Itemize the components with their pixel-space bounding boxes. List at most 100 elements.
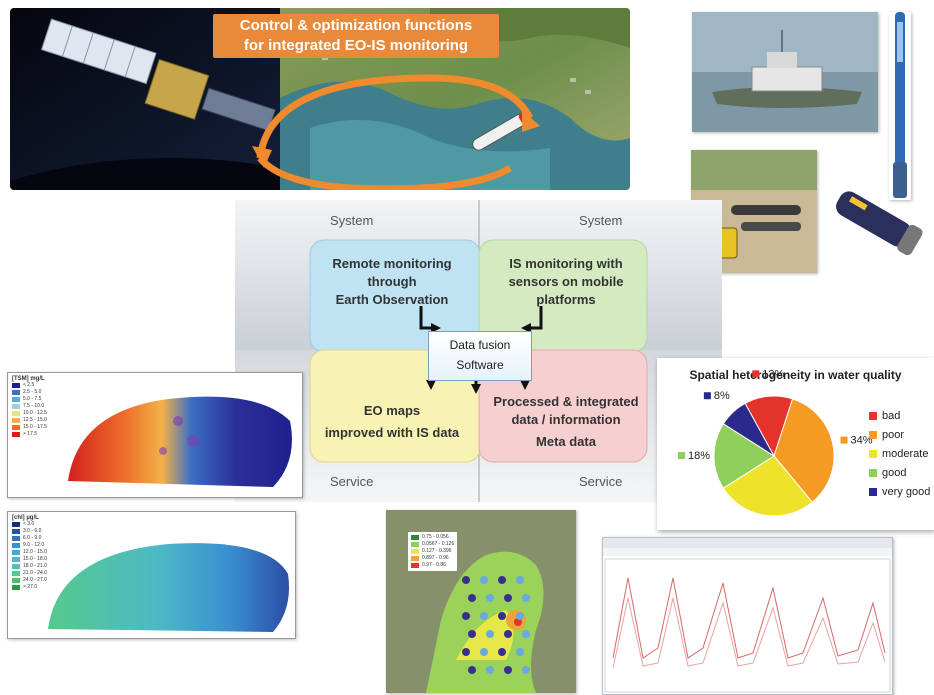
legend-swatch <box>869 487 877 496</box>
banner-line-1: Control & optimization functions <box>239 17 473 34</box>
tsm-legend-swatch <box>12 383 20 388</box>
chl-legend-item: 24.0 - 27.0 <box>12 577 47 584</box>
system-label-left: System <box>330 213 374 228</box>
service-label-right: Service <box>579 474 623 489</box>
data-label: 18% <box>688 450 710 462</box>
lake-legend-label: 0.897 - 0.96 <box>422 555 449 561</box>
chl-legend-label: 12.0 - 15.0 <box>23 549 47 555</box>
chl-legend-swatch <box>12 550 20 555</box>
chart-legend: bad poor moderate good very good <box>869 406 930 501</box>
legend-swatch <box>869 468 877 477</box>
sampling-point <box>486 666 494 674</box>
lake-legend-swatch <box>411 549 419 554</box>
tsm-legend-item: 7.5 - 10.0 <box>12 403 47 410</box>
lake-legend-swatch <box>411 542 419 547</box>
title-banner: Control & optimization functions for int… <box>213 14 499 58</box>
tsm-legend-swatch <box>12 418 20 423</box>
tsm-legend-item: > 17.5 <box>12 431 47 438</box>
sampling-point <box>486 594 494 602</box>
sampling-point <box>462 576 470 584</box>
data-label-marker <box>703 392 711 400</box>
lake-legend-item: 0.897 - 0.96 <box>411 555 454 562</box>
legend-item-poor: poor <box>869 425 930 444</box>
legend-swatch <box>869 430 877 439</box>
chl-legend-item: 6.0 - 9.0 <box>12 535 47 542</box>
legend-swatch <box>869 411 877 420</box>
lake-sampling-map: 0.75 - 0.056 0.0567 - 0.126 0.127 - 0.396 0… <box>386 510 576 693</box>
chl-legend-label: > 27.0 <box>23 584 38 590</box>
tsm-legend-swatch <box>12 425 20 430</box>
quad-tl-line-3: Earth Observation <box>335 292 449 307</box>
legend-label: very good <box>882 485 931 498</box>
chl-legend-label: < 3.0 <box>23 521 35 527</box>
quad-br-line-2: data / information <box>511 412 621 427</box>
time-series-software-window <box>602 537 893 695</box>
pie-slice-good <box>713 423 775 489</box>
tsm-legend-item: 15.0 - 17.5 <box>12 424 47 431</box>
tsm-legend-swatch <box>12 404 20 409</box>
tsm-legend-label: 7.5 - 10.0 <box>23 403 45 409</box>
sampling-point <box>480 612 488 620</box>
pie-slice-moderate <box>722 455 813 517</box>
sampling-point <box>462 612 470 620</box>
chl-legend-swatch <box>12 578 20 583</box>
sampling-point <box>468 630 476 638</box>
quad-tl-line-2: through <box>367 274 417 289</box>
sampling-point <box>486 630 494 638</box>
chart-title: Spatial heterogeneity in water quality <box>689 368 902 382</box>
chl-legend-label: 6.0 - 9.0 <box>23 535 42 541</box>
sampling-point <box>516 648 524 656</box>
lake-legend-item: 0.75 - 0.056 <box>411 534 454 541</box>
sampling-point <box>504 594 512 602</box>
chl-legend-item: 12.0 - 15.0 <box>12 549 47 556</box>
quad-tr-line-2: sensors on mobile <box>508 274 624 289</box>
lake-legend-label: 0.97 - 0.86 <box>422 562 446 568</box>
chl-legend-item: 18.0 - 21.0 <box>12 563 47 570</box>
legend-item-good: good <box>869 463 930 482</box>
legend-label: bad <box>882 409 901 422</box>
legend-swatch <box>869 449 877 458</box>
data-label-marker <box>752 370 760 378</box>
tsm-legend-item: 5.0 - 7.5 <box>12 396 47 403</box>
fusion-line-2: Software <box>456 358 504 372</box>
chl-legend-label: 15.0 - 18.0 <box>23 556 47 562</box>
chl-legend-label: 21.0 - 24.0 <box>23 570 47 576</box>
sampling-point <box>468 666 476 674</box>
legend-item-very-good: very good <box>869 482 930 501</box>
tsm-legend-label: > 17.5 <box>23 431 38 437</box>
chl-legend-label: 24.0 - 27.0 <box>23 577 47 583</box>
chl-legend-title: [chl] µg/L <box>12 515 39 521</box>
time-series-plot <box>603 538 892 693</box>
lake-legend-swatch <box>411 556 419 561</box>
tsm-legend-swatch <box>12 411 20 416</box>
quad-processed-data: Processed & integrated data / informatio… <box>486 393 646 451</box>
quad-br-line-1: Processed & integrated <box>493 394 639 409</box>
chl-map: [chl] µg/L < 3.0 3.0 - 6.0 6.0 - 9.0 9.0 - … <box>7 511 296 639</box>
chl-map-raster <box>48 543 289 632</box>
chl-legend-item: 3.0 - 6.0 <box>12 528 47 535</box>
data-label: 34% <box>851 435 873 447</box>
lake-legend-label: 0.0567 - 0.126 <box>422 541 455 547</box>
data-label-marker <box>840 436 848 444</box>
chl-legend-item: 9.0 - 12.0 <box>12 542 47 549</box>
tsm-legend-swatch <box>12 397 20 402</box>
chl-legend-item: < 3.0 <box>12 521 47 528</box>
quad-br-line-3: Meta data <box>536 434 596 449</box>
tsm-legend-label: < 2.5 <box>23 382 35 388</box>
tsm-legend-title: [TSM] mg/L <box>12 376 45 382</box>
lake-legend-item: 0.97 - 0.86 <box>411 562 454 569</box>
tsm-legend-swatch <box>12 432 20 437</box>
service-label-left: Service <box>330 474 374 489</box>
lake-legend-label: 0.75 - 0.056 <box>422 534 449 540</box>
legend-item-bad: bad <box>869 406 930 425</box>
sampling-point <box>516 576 524 584</box>
system-label-right: System <box>579 213 623 228</box>
lake-map-raster <box>386 510 576 693</box>
legend-item-moderate: moderate <box>869 444 930 463</box>
chl-legend-swatch <box>12 571 20 576</box>
sampling-point <box>522 666 530 674</box>
sampling-point <box>462 648 470 656</box>
tsm-legend-label: 2.5 - 5.0 <box>23 389 42 395</box>
sampling-point <box>504 666 512 674</box>
system-service-diagram <box>235 200 722 502</box>
